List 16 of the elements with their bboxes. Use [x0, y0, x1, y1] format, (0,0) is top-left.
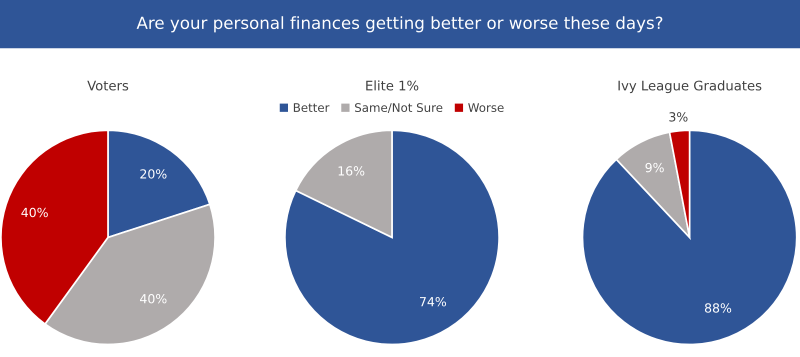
legend-label: Better [294, 103, 330, 112]
data-label: 74% [420, 296, 446, 306]
data-label: 3% [669, 112, 688, 122]
data-label: 40% [140, 294, 167, 304]
legend-label: Same/Not Sure [355, 103, 442, 113]
chart-title: Ivy League Graduates [618, 80, 762, 94]
chart-title: Elite 1% [366, 80, 418, 91]
legend-label: Worse [468, 103, 504, 112]
pie-slice [582, 129, 798, 346]
data-label: 88% [704, 303, 732, 313]
data-label: 9% [645, 162, 664, 172]
data-label: 16% [338, 166, 364, 176]
data-label: 40% [21, 208, 48, 218]
text: Are your personal finances getting better or worse these days? [136, 16, 662, 32]
data-label: 20% [140, 169, 167, 179]
chart-title: Voters [87, 80, 128, 91]
